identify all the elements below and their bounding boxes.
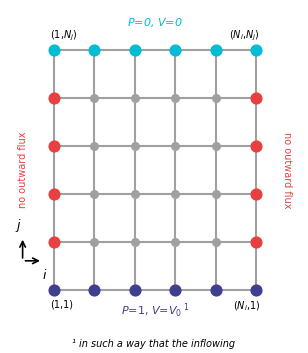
Text: no outward flux: no outward flux (18, 132, 28, 208)
Point (51, 287, 56, 292)
Point (132, 191, 137, 197)
Point (92, 48, 97, 53)
Point (253, 287, 258, 292)
Point (213, 48, 218, 53)
Point (51, 239, 56, 245)
Point (51, 95, 56, 101)
Point (173, 191, 178, 197)
Text: $P$=0, $V$=0: $P$=0, $V$=0 (127, 16, 183, 29)
Text: $i$: $i$ (42, 268, 47, 282)
Point (213, 143, 218, 149)
Point (173, 48, 178, 53)
Point (173, 95, 178, 101)
Point (132, 95, 137, 101)
Point (92, 95, 97, 101)
Text: ¹ in such a way that the inflowing: ¹ in such a way that the inflowing (72, 340, 236, 349)
Point (92, 143, 97, 149)
Point (213, 95, 218, 101)
Point (132, 287, 137, 292)
Point (213, 239, 218, 245)
Point (253, 48, 258, 53)
Text: no outward flux: no outward flux (282, 132, 292, 208)
Point (132, 48, 137, 53)
Point (253, 143, 258, 149)
Point (51, 191, 56, 197)
Point (173, 143, 178, 149)
Text: (1,$N_j$): (1,$N_j$) (50, 29, 77, 43)
Text: (1,1): (1,1) (50, 299, 73, 309)
Point (92, 191, 97, 197)
Point (253, 191, 258, 197)
Point (92, 239, 97, 245)
Point (173, 287, 178, 292)
Point (51, 143, 56, 149)
Text: $j$: $j$ (15, 217, 22, 234)
Point (253, 95, 258, 101)
Point (213, 191, 218, 197)
Point (51, 48, 56, 53)
Point (253, 239, 258, 245)
Point (213, 287, 218, 292)
Point (173, 239, 178, 245)
Text: $P$=1, $V$=$V_0$$^{\ 1}$: $P$=1, $V$=$V_0$$^{\ 1}$ (120, 301, 189, 320)
Point (132, 143, 137, 149)
Text: ($N_i$,1): ($N_i$,1) (233, 299, 260, 313)
Point (132, 239, 137, 245)
Point (92, 287, 97, 292)
Text: ($N_i$,$N_j$): ($N_i$,$N_j$) (229, 29, 260, 43)
